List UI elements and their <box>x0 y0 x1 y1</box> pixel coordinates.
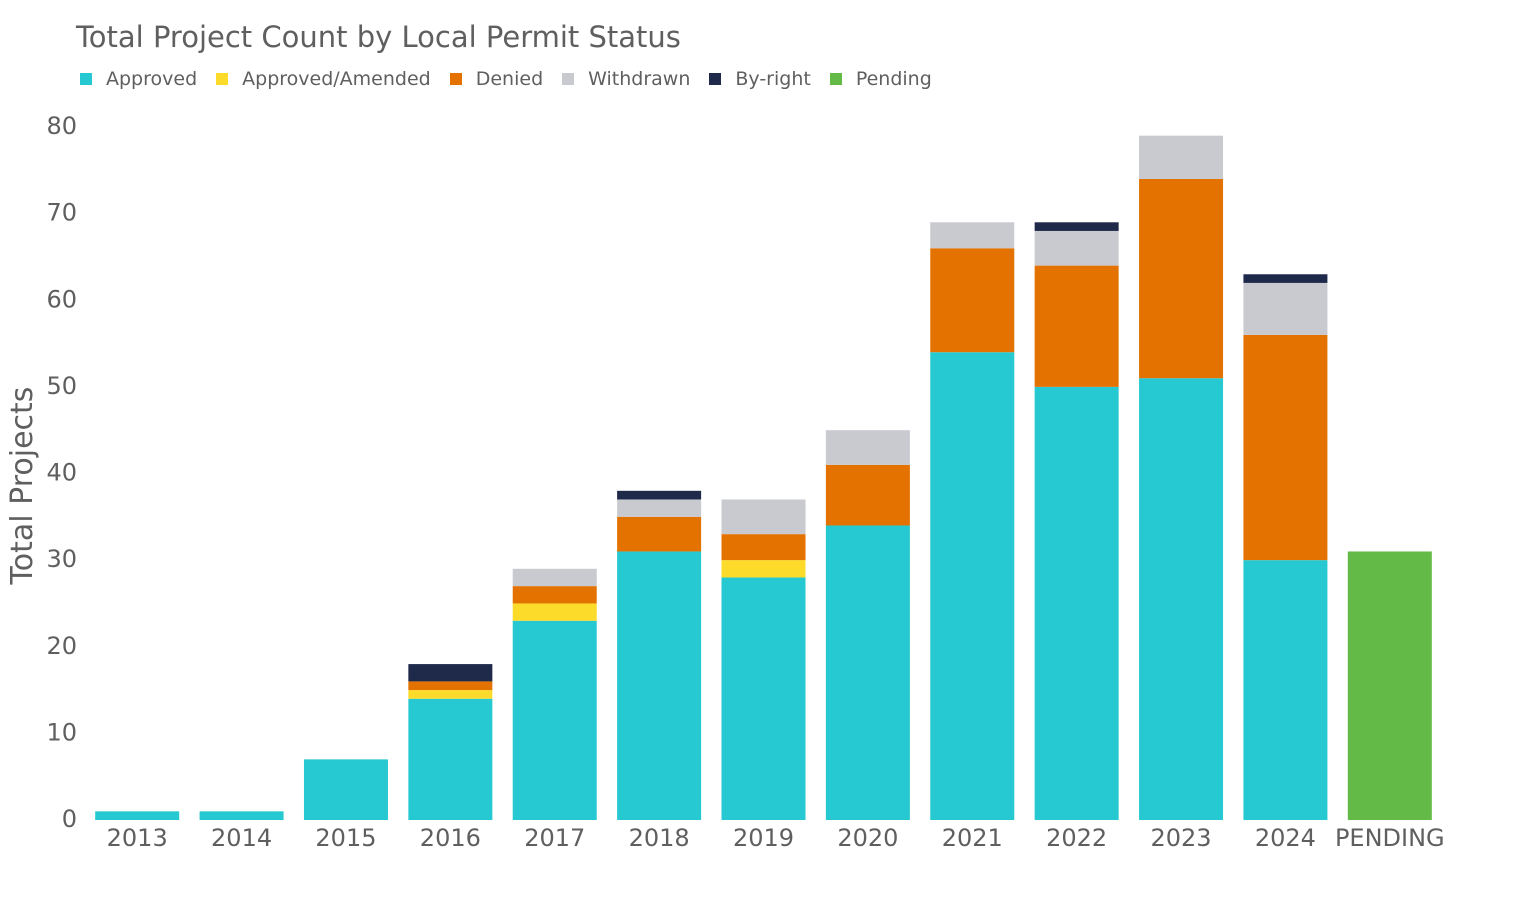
x-tick-label: PENDING <box>1335 824 1445 852</box>
bar-segment-denied-2024[interactable] <box>1243 334 1328 561</box>
y-tick-label: 0 <box>62 805 77 833</box>
legend-swatch <box>449 73 462 85</box>
bar-segment-by-right-2018[interactable] <box>617 490 702 500</box>
x-tick-label: 2015 <box>315 824 376 852</box>
x-tick-label: 2022 <box>1046 824 1107 852</box>
bar-segment-withdrawn-2024[interactable] <box>1243 282 1328 335</box>
legend-item-approved-amended[interactable]: Approved/Amended <box>216 68 431 90</box>
legend: Approved Approved/Amended Denied Withdrawn B… <box>80 68 951 90</box>
x-tick-label: 2021 <box>942 824 1003 852</box>
bar-segment-denied-2017[interactable] <box>512 586 597 604</box>
bar-segment-denied-2021[interactable] <box>930 248 1015 353</box>
bar-segment-withdrawn-2020[interactable] <box>825 430 910 465</box>
y-tick-label: 80 <box>46 112 77 140</box>
bar-segment-withdrawn-2022[interactable] <box>1034 230 1119 266</box>
bar-segment-approved-2013[interactable] <box>95 811 180 820</box>
bar-segment-approved-2023[interactable] <box>1139 378 1224 820</box>
x-tick-label: 2017 <box>524 824 585 852</box>
legend-label: Denied <box>475 68 544 90</box>
y-tick-label: 50 <box>46 372 77 400</box>
bar-segment-approved-2015[interactable] <box>303 759 388 820</box>
x-tick-label: 2024 <box>1255 824 1316 852</box>
bar-segment-approved-2020[interactable] <box>825 525 910 820</box>
legend-swatch <box>829 73 842 85</box>
bar-segment-withdrawn-2021[interactable] <box>930 222 1015 249</box>
bar-segment-denied-2018[interactable] <box>617 516 702 552</box>
legend-label: Approved/Amended <box>242 68 431 90</box>
bar-segment-approved-amended-2019[interactable] <box>721 560 806 578</box>
y-tick-label: 60 <box>46 285 77 313</box>
x-tick-label: 2020 <box>837 824 898 852</box>
legend-label: Approved <box>106 68 198 90</box>
x-tick-label: 2014 <box>211 824 272 852</box>
bar-segment-approved-2021[interactable] <box>930 352 1015 820</box>
bar-segment-approved-2016[interactable] <box>408 698 493 820</box>
bar-segment-denied-2022[interactable] <box>1034 265 1119 387</box>
bar-segment-approved-2018[interactable] <box>617 551 702 820</box>
legend-label: Withdrawn <box>588 68 691 90</box>
bar-segment-by-right-2016[interactable] <box>408 664 493 682</box>
bar-segment-approved-2019[interactable] <box>721 577 806 820</box>
bar-segment-by-right-2022[interactable] <box>1034 222 1119 231</box>
legend-swatch <box>709 73 722 85</box>
bar-segment-by-right-2024[interactable] <box>1243 274 1328 283</box>
y-tick-label: 40 <box>46 459 77 487</box>
x-tick-label: 2016 <box>420 824 481 852</box>
bar-segment-denied-2023[interactable] <box>1139 178 1224 379</box>
x-tick-label: 2013 <box>107 824 168 852</box>
bar-segment-approved-2024[interactable] <box>1243 560 1328 821</box>
bar-segment-withdrawn-2019[interactable] <box>721 499 806 535</box>
bar-segment-approved-amended-2017[interactable] <box>512 603 597 621</box>
bar-segment-approved-2022[interactable] <box>1034 386 1119 821</box>
y-tick-label: 70 <box>46 199 77 227</box>
bar-segment-withdrawn-2017[interactable] <box>512 568 597 587</box>
bar-segment-approved-2014[interactable] <box>199 811 284 820</box>
legend-swatch <box>80 73 92 85</box>
x-tick-label: 2018 <box>629 824 690 852</box>
bar-segment-denied-2016[interactable] <box>408 681 493 691</box>
bar-segment-pending-pending[interactable] <box>1347 551 1432 820</box>
legend-swatch <box>562 73 575 85</box>
bar-segment-denied-2019[interactable] <box>721 534 806 561</box>
legend-item-denied[interactable]: Denied <box>449 68 544 90</box>
legend-label: By-right <box>735 68 811 90</box>
legend-item-by-right[interactable]: By-right <box>709 68 811 90</box>
bar-segment-withdrawn-2018[interactable] <box>617 499 702 517</box>
bar-segment-approved-amended-2016[interactable] <box>408 690 493 699</box>
legend-item-approved[interactable]: Approved <box>80 68 197 90</box>
chart-title: Total Project Count by Local Permit Stat… <box>76 20 681 54</box>
legend-item-pending[interactable]: Pending <box>829 68 932 90</box>
bar-segment-withdrawn-2023[interactable] <box>1139 135 1224 179</box>
bar-segment-denied-2020[interactable] <box>825 464 910 526</box>
y-tick-label: 10 <box>46 718 77 746</box>
y-tick-label: 30 <box>46 545 77 573</box>
legend-item-withdrawn[interactable]: Withdrawn <box>562 68 690 90</box>
x-tick-label: 2019 <box>733 824 794 852</box>
y-tick-label: 20 <box>46 632 77 660</box>
legend-label: Pending <box>855 68 932 90</box>
bar-segment-approved-2017[interactable] <box>512 620 597 820</box>
y-axis-title: Total Projects <box>5 387 40 586</box>
legend-swatch <box>216 73 229 85</box>
x-tick-label: 2023 <box>1151 824 1212 852</box>
